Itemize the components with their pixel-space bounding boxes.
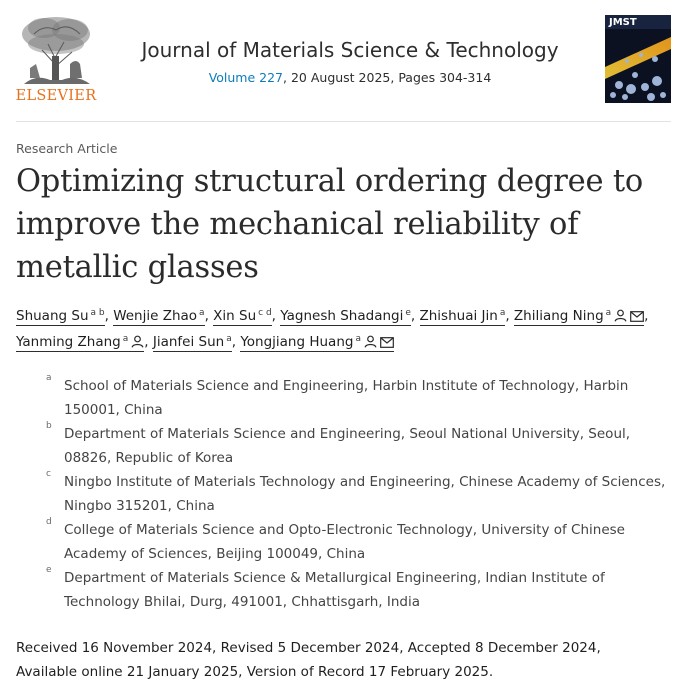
author-separator: , bbox=[104, 308, 109, 324]
author-link[interactable]: Yagnesh Shadangi e bbox=[280, 308, 411, 326]
author-link[interactable]: Zhiliang Ning a bbox=[513, 307, 645, 326]
author-affiliation-marker[interactable]: a bbox=[226, 333, 232, 344]
author-affiliation-marker[interactable]: a bbox=[355, 333, 361, 344]
affiliation-letter: a bbox=[46, 373, 52, 383]
article-history: Received 16 November 2024, Revised 5 Dec… bbox=[16, 640, 601, 680]
affiliation-text: School of Materials Science and Engineer… bbox=[64, 378, 629, 418]
author-link[interactable]: Yongjiang Huang a bbox=[240, 334, 394, 352]
author-link[interactable]: Yanming Zhang a bbox=[16, 333, 145, 352]
affiliation-text: College of Materials Science and Opto-El… bbox=[64, 522, 625, 562]
author-affiliation-marker[interactable]: a b bbox=[90, 307, 105, 318]
affiliation-letter: b bbox=[46, 421, 52, 431]
author-affiliation-marker[interactable]: a bbox=[499, 307, 506, 318]
author-item: Wenjie Zhao a bbox=[113, 307, 205, 326]
person-icon[interactable] bbox=[614, 306, 627, 330]
cover-art-icon bbox=[605, 15, 671, 103]
article-type: Research Article bbox=[16, 141, 118, 156]
author-separator: , bbox=[231, 334, 237, 350]
author-name: Yongjiang Huang bbox=[240, 334, 354, 350]
author-item: Jianfei Sun a bbox=[152, 333, 232, 352]
journal-title[interactable]: Journal of Materials Science & Technolog… bbox=[141, 38, 559, 62]
author-link[interactable]: Xin Su c d bbox=[213, 308, 272, 326]
author-affiliation-marker[interactable]: a bbox=[122, 333, 129, 344]
affiliation-item: d College of Materials Science and Opto-E… bbox=[46, 517, 676, 566]
author-affiliation-marker[interactable]: a bbox=[199, 307, 205, 318]
affiliation-letter: d bbox=[46, 517, 52, 527]
author-item: Yongjiang Huang a bbox=[240, 334, 394, 352]
author-item: Shuang Su a b bbox=[16, 308, 105, 326]
author-separator: , bbox=[271, 308, 276, 324]
affiliation-item: e Department of Materials Science & Metal… bbox=[46, 565, 676, 614]
affiliation-item: b Department of Materials Science and Eng… bbox=[46, 421, 676, 470]
author-separator: , bbox=[204, 308, 209, 324]
elsevier-wordmark: ELSEVIER bbox=[15, 88, 97, 104]
author-link[interactable]: Zhishuai Jin a bbox=[419, 307, 506, 326]
cover-label: JMST bbox=[609, 17, 637, 28]
author-separator: , bbox=[410, 308, 416, 324]
author-affiliation-marker[interactable]: e bbox=[405, 307, 411, 318]
author-name: Yagnesh Shadangi bbox=[280, 308, 404, 324]
header-divider bbox=[16, 121, 671, 122]
affiliation-item: c Ningbo Institute of Materials Technolog… bbox=[46, 469, 676, 518]
email-icon[interactable] bbox=[630, 306, 645, 330]
author-item: Xin Su c d bbox=[213, 308, 272, 326]
author-name: Shuang Su bbox=[16, 308, 89, 324]
journal-cover-image[interactable]: JMST bbox=[605, 15, 671, 103]
email-icon[interactable] bbox=[380, 332, 394, 356]
affiliation-text: Ningbo Institute of Materials Technology… bbox=[64, 474, 666, 514]
author-item: Yanming Zhang a bbox=[16, 333, 145, 352]
journal-issue-info: Volume 227, 20 August 2025, Pages 304-31… bbox=[120, 70, 580, 85]
article-title: Optimizing structural ordering degree to… bbox=[16, 164, 644, 285]
author-item: Yagnesh Shadangi e bbox=[280, 308, 411, 326]
author-name: Yanming Zhang bbox=[16, 334, 121, 350]
author-separator: , bbox=[644, 308, 649, 324]
author-link[interactable]: Shuang Su a b bbox=[16, 308, 105, 326]
volume-link[interactable]: Volume 227 bbox=[208, 70, 284, 85]
author-affiliation-marker[interactable]: a bbox=[605, 307, 612, 318]
author-separator: , bbox=[505, 308, 510, 324]
author-name: Zhiliang Ning bbox=[513, 308, 604, 324]
author-item: Zhishuai Jin a bbox=[419, 307, 506, 326]
person-icon[interactable] bbox=[364, 332, 377, 356]
affiliation-list: a School of Materials Science and Enginee… bbox=[46, 373, 676, 614]
affiliation-letter: c bbox=[46, 469, 51, 479]
affiliation-text: Department of Materials Science and Engi… bbox=[64, 426, 631, 466]
author-item: Zhiliang Ning a bbox=[513, 307, 645, 326]
elsevier-tree-icon bbox=[14, 14, 98, 86]
author-list: Shuang Su a b, Wenjie Zhao a, Xin Su c d, Y… bbox=[16, 304, 676, 356]
author-name: Wenjie Zhao bbox=[113, 308, 198, 324]
affiliation-letter: e bbox=[46, 565, 52, 575]
author-name: Zhishuai Jin bbox=[419, 308, 498, 324]
affiliation-text: Department of Materials Science & Metall… bbox=[64, 570, 605, 610]
person-icon[interactable] bbox=[131, 332, 144, 356]
affiliation-item: a School of Materials Science and Enginee… bbox=[46, 373, 676, 422]
author-name: Jianfei Sun bbox=[152, 334, 225, 350]
author-affiliation-marker[interactable]: c d bbox=[258, 307, 272, 318]
author-name: Xin Su bbox=[213, 308, 257, 324]
elsevier-logo[interactable]: ELSEVIER bbox=[14, 14, 98, 106]
author-link[interactable]: Wenjie Zhao a bbox=[113, 307, 205, 326]
journal-header: ELSEVIER Journal of Materials Science & … bbox=[0, 0, 681, 120]
author-separator: , bbox=[144, 334, 149, 350]
issue-details: , 20 August 2025, Pages 304-314 bbox=[283, 70, 492, 85]
author-link[interactable]: Jianfei Sun a bbox=[152, 333, 232, 352]
